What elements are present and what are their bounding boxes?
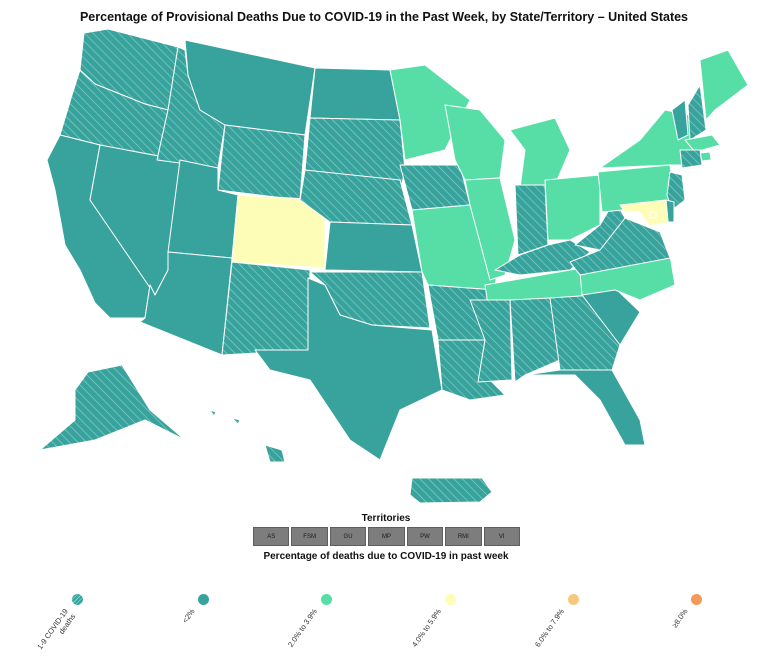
state-ia[interactable] bbox=[399, 164, 471, 211]
us-state-map bbox=[39, 28, 749, 504]
legend-swatch-low bbox=[198, 594, 209, 605]
legend-label-very-high: 6.0% to 7.9% bbox=[533, 607, 567, 649]
state-nm[interactable] bbox=[221, 261, 311, 356]
legend-title: Percentage of deaths due to COVID-19 in … bbox=[263, 551, 509, 562]
state-md[interactable] bbox=[619, 199, 669, 227]
state-mn[interactable] bbox=[389, 64, 471, 161]
state-nd[interactable] bbox=[309, 67, 401, 121]
state-in[interactable] bbox=[514, 184, 549, 256]
territory-button-as[interactable]: AS bbox=[253, 527, 290, 546]
state-fl[interactable] bbox=[524, 369, 646, 446]
state-vt[interactable] bbox=[671, 99, 689, 141]
state-ma[interactable] bbox=[684, 134, 721, 153]
territory-button-pw[interactable]: PW bbox=[406, 527, 444, 546]
territory-button-gu[interactable]: GU bbox=[329, 527, 367, 546]
state-nj[interactable] bbox=[666, 171, 686, 211]
territory-button-fsm[interactable]: FSM bbox=[291, 527, 328, 546]
state-hi-island-0[interactable] bbox=[209, 409, 217, 417]
state-tx[interactable] bbox=[254, 277, 443, 461]
state-wy[interactable] bbox=[217, 124, 306, 201]
state-ct[interactable] bbox=[679, 149, 703, 169]
territory-button-mp[interactable]: MP bbox=[368, 527, 405, 546]
territory-button-rmi[interactable]: RMI bbox=[445, 527, 482, 546]
state-il[interactable] bbox=[464, 177, 516, 281]
state-al[interactable] bbox=[509, 297, 561, 383]
state-oh[interactable] bbox=[544, 174, 601, 241]
legend-swatch-hatched bbox=[72, 594, 83, 605]
map-title: Percentage of Provisional Deaths Due to … bbox=[79, 10, 689, 24]
legend-swatch-highest bbox=[691, 594, 702, 605]
legend-label-mid: 2.0% to 3.9% bbox=[286, 607, 320, 649]
legend-label-low: <2% bbox=[180, 607, 197, 625]
legend-swatch-mid bbox=[321, 594, 332, 605]
state-nc[interactable] bbox=[579, 254, 676, 301]
legend-swatch-very-high bbox=[568, 594, 579, 605]
state-ks[interactable] bbox=[324, 221, 423, 273]
state-pr[interactable] bbox=[409, 477, 493, 504]
territories-title: Territories bbox=[361, 513, 411, 524]
state-mi[interactable] bbox=[509, 117, 571, 189]
legend-label-high: 4.0% to 5.9% bbox=[410, 607, 444, 649]
territory-button-vi[interactable]: VI bbox=[483, 527, 520, 546]
state-me[interactable] bbox=[699, 49, 749, 121]
state-hi[interactable] bbox=[264, 444, 286, 463]
state-ak[interactable] bbox=[39, 364, 186, 451]
legend-label-highest: ≥8.0% bbox=[669, 607, 690, 630]
territories-row: AS FSM GU MP PW RMI VI bbox=[253, 527, 520, 546]
state-nh[interactable] bbox=[687, 84, 707, 141]
legend-swatch-high bbox=[445, 594, 456, 605]
state-hi-island-1[interactable] bbox=[231, 417, 241, 425]
legend-label-hatched: 1-9 COVID-19 deaths bbox=[35, 607, 78, 652]
state-dc[interactable] bbox=[649, 211, 657, 219]
